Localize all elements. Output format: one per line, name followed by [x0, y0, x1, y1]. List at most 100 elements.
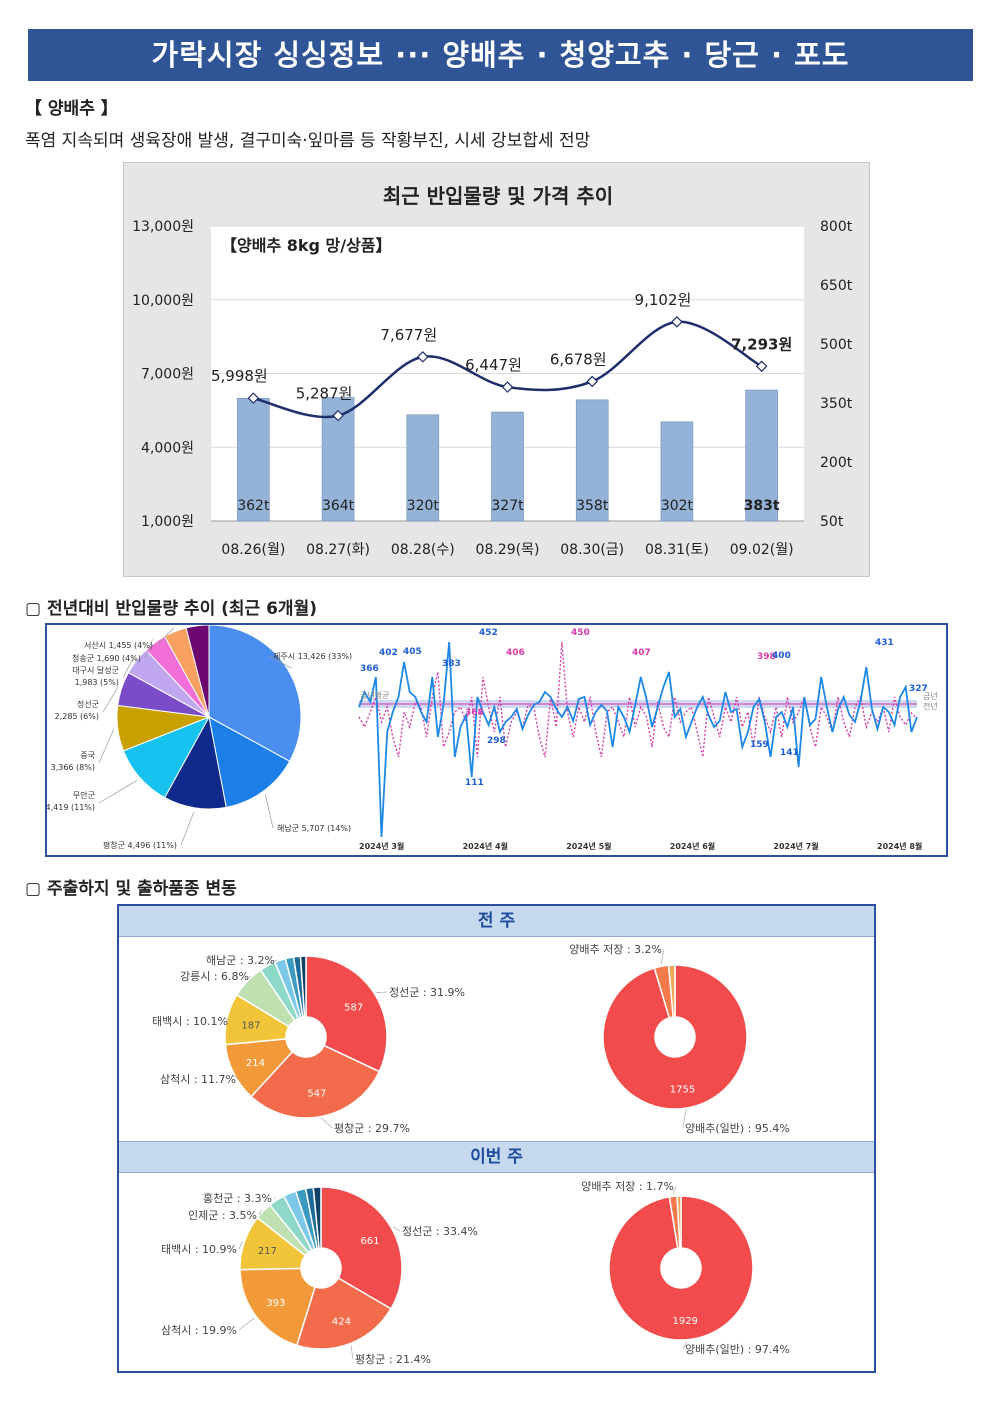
pie-leader-line — [144, 639, 153, 659]
price-label: 5,998원 — [211, 367, 268, 385]
this-region-slice — [295, 1277, 393, 1350]
this-region-slice-value: 217 — [258, 1246, 277, 1257]
category-label: 08.26(월) — [221, 542, 285, 558]
bar-value-label: 327t — [491, 498, 524, 514]
bar-value-label: 362t — [237, 498, 270, 514]
volume-price-chart: 최근 반입물량 및 가격 추이 【양배추 8kg 망/상품】 13,000원 10,0… — [123, 162, 870, 577]
section-title-yoy: ▢ 전년대비 반입물량 추이 (최근 6개월) — [25, 599, 317, 619]
this-region-leader-line — [273, 1197, 276, 1199]
pie-leader-line — [102, 687, 118, 713]
series-annotation: 327 — [909, 684, 928, 694]
this-region-leader-line — [350, 1345, 354, 1360]
this-variety-slice-label: 양배추 저장 : 1.7% — [581, 1180, 674, 1193]
series-annotation: 금년평균 — [360, 690, 389, 700]
series-annotation: 159 — [750, 740, 769, 750]
price-marker — [586, 375, 599, 388]
series-annotation: 298 — [487, 736, 506, 746]
prev-region-slice — [305, 955, 388, 1073]
this-variety-slice-label: 양배추(일반) : 97.4% — [685, 1342, 790, 1356]
prev-region-slice-value: 214 — [246, 1058, 265, 1069]
market-summary: 폭염 지속되며 생육장애 발생, 결구미숙·잎마름 등 작황부진, 시세 강보합… — [25, 131, 591, 151]
pie-leader-line — [180, 811, 195, 846]
pie-slice — [208, 624, 302, 763]
this-region-slice-label: 홍천군 : 3.3% — [203, 1191, 272, 1205]
pie-label: 4,419 (11%) — [47, 803, 95, 812]
right-tick-label: 50t — [820, 514, 844, 530]
right-tick-label: 800t — [820, 219, 853, 235]
pie-leader-line — [268, 655, 292, 669]
pie-label: 2,285 (6%) — [55, 712, 99, 721]
volume-bar — [575, 399, 609, 522]
prev-region-slice — [250, 1044, 381, 1119]
category-label: 08.29(목) — [476, 542, 540, 558]
category-label: 08.28(수) — [391, 542, 455, 558]
pie-label: 1,983 (5%) — [75, 678, 119, 687]
pie-label: 무안군 — [73, 790, 95, 800]
this-variety-leader-line — [672, 1185, 677, 1195]
chart-subtitle: 【양배추 8kg 망/상품】 — [221, 236, 392, 255]
pie-label: 중국 — [80, 751, 95, 760]
price-marker — [501, 381, 514, 393]
category-label: 08.31(토) — [645, 542, 709, 558]
right-tick-label: 650t — [820, 278, 853, 294]
pie-leader-line — [156, 627, 174, 646]
bar-value-label: 383t — [744, 498, 780, 514]
this-week-header: 이번 주 — [119, 1141, 874, 1173]
this-region-slice-value: 661 — [360, 1236, 379, 1247]
price-label: 7,293원 — [731, 335, 792, 353]
series-annotation: 431 — [875, 638, 894, 648]
pie-label: 청송군 1,690 (4%) — [72, 654, 141, 663]
x-tick-label: 2024년 5월 — [566, 841, 611, 851]
prev-region-slice-label: 정선군 : 31.9% — [389, 986, 465, 999]
section-title-cabbage: 【 양배추 】 — [25, 99, 118, 119]
prev-region-leader-line — [321, 1118, 333, 1129]
prev-region-slice-label: 평창군 : 29.7% — [334, 1122, 410, 1135]
yoy-panel-svg: 제주시 13,426 (33%) 해남군 5,707 (14%) 평창군 4,496… — [46, 624, 938, 851]
pie-leader-line — [122, 658, 134, 679]
this-region-slice-label: 삼척시 : 19.9% — [161, 1324, 237, 1337]
this-variety-leader-line — [682, 1341, 688, 1350]
series-annotation: 111 — [465, 778, 484, 788]
prev-variety-slice-label: 양배추 저장 : 3.2% — [569, 943, 662, 956]
series-annotation: 400 — [772, 651, 791, 661]
prev-variety-slice — [602, 964, 748, 1110]
prev-week-header: 전 주 — [119, 906, 874, 937]
volume-bar — [491, 411, 524, 522]
this-region-slice — [239, 1267, 316, 1347]
left-tick-label: 1,000원 — [141, 514, 194, 530]
this-region-slice-label: 정선군 : 33.4% — [402, 1225, 478, 1238]
right-tick-label: 200t — [820, 455, 853, 471]
pie-slice — [208, 716, 291, 808]
this-region-leader-line — [238, 1241, 243, 1250]
prev-year-line — [358, 641, 918, 758]
series-annotation: 407 — [632, 648, 651, 658]
price-label: 9,102원 — [635, 291, 692, 309]
left-tick-label: 4,000원 — [141, 440, 194, 456]
this-region-slice — [312, 1186, 322, 1249]
volume-bar — [660, 421, 694, 522]
pie-leader-line — [98, 728, 115, 764]
prev-region-slice-label: 삼척시 : 11.7% — [160, 1073, 236, 1086]
this-region-slice-value: 393 — [266, 1298, 285, 1309]
x-tick-label: 2024년 8월 — [877, 841, 922, 851]
volume-bar — [406, 414, 440, 522]
right-tick-label: 500t — [820, 337, 853, 353]
price-label: 5,287원 — [296, 385, 353, 403]
this-region-leader-line — [392, 1226, 401, 1232]
prev-region-slice — [299, 955, 307, 1018]
series-annotation: 402 — [379, 648, 398, 658]
this-region-slice-label: 태백시 : 10.9% — [161, 1243, 237, 1256]
series-annotation: 368 — [465, 708, 484, 718]
price-label: 6,447원 — [465, 356, 522, 374]
prev-variety-leader-line — [660, 948, 665, 965]
prev-region-slice-value: 587 — [344, 1003, 363, 1014]
price-marker — [416, 351, 429, 363]
pie-leader-line — [265, 794, 274, 829]
bar-value-label: 364t — [322, 498, 355, 514]
series-annotation: 398 — [757, 652, 776, 662]
current-year-line — [358, 641, 918, 838]
prev-region-slice-label: 강릉시 : 6.8% — [180, 970, 249, 983]
volume-price-chart-svg: 최근 반입물량 및 가격 추이 【양배추 8kg 망/상품】 13,000원 10,0… — [132, 184, 853, 558]
this-region-slice — [320, 1186, 403, 1310]
prev-region-slice-label: 태백시 : 10.1% — [152, 1015, 228, 1028]
